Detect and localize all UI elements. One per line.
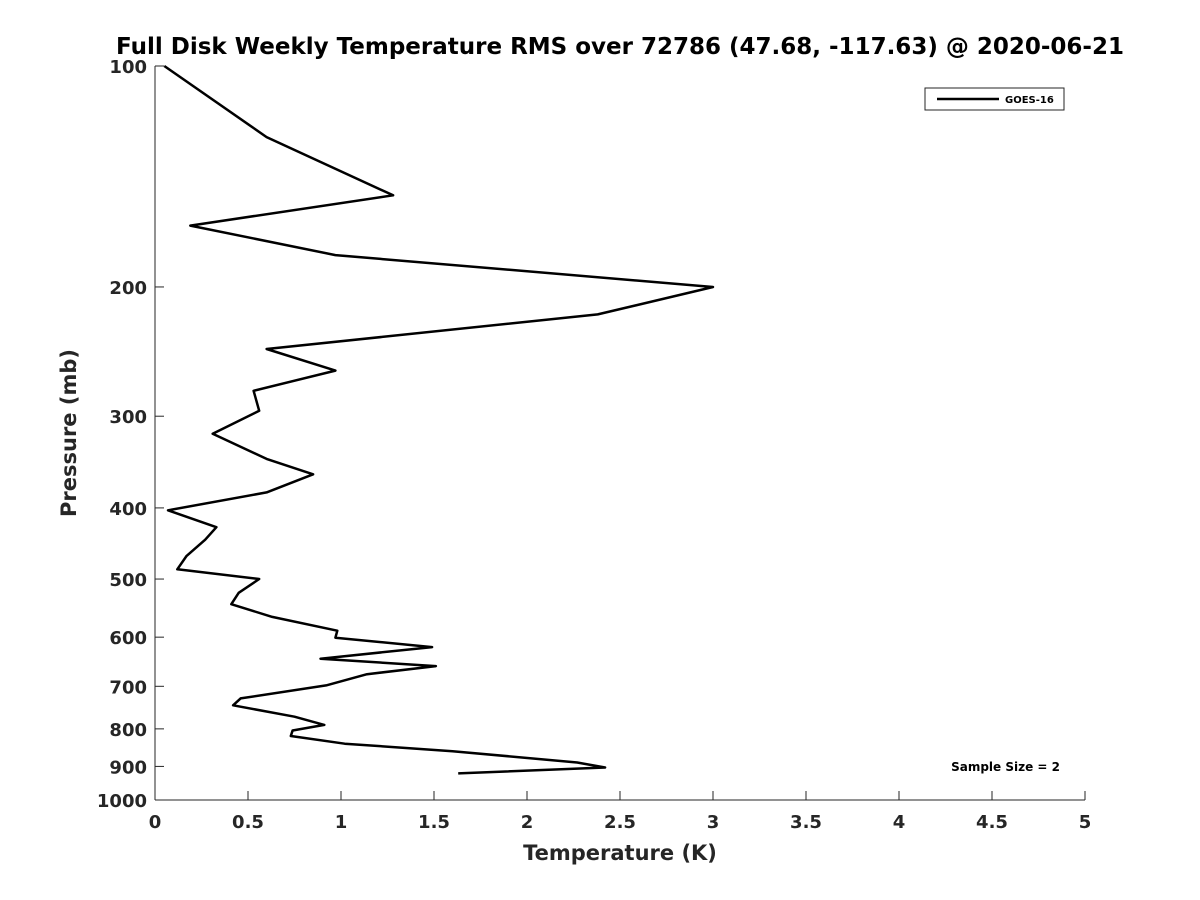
y-tick-label: 900	[109, 757, 147, 778]
x-axis-label: Temperature (K)	[523, 841, 717, 865]
x-ticks: 0 0.5 1 1.5 2 2.5 3 3.5 4 4.5 5	[149, 791, 1092, 833]
y-tick-label: 1000	[97, 791, 147, 812]
x-tick-label: 0.5	[232, 812, 264, 833]
x-tick-label: 1	[335, 812, 348, 833]
sample-size-annotation: Sample Size = 2	[951, 760, 1060, 774]
legend: GOES-16	[924, 87, 1065, 111]
y-tick-label: 200	[109, 278, 147, 299]
x-tick-label: 5	[1079, 812, 1092, 833]
x-tick-label: 4.5	[976, 812, 1008, 833]
y-tick-label: 400	[109, 499, 147, 520]
x-tick-label: 0	[149, 812, 162, 833]
x-tick-label: 2	[521, 812, 534, 833]
y-tick-label: 800	[109, 720, 147, 741]
series-line-goes-16	[163, 64, 715, 775]
y-tick-label: 300	[109, 407, 147, 428]
x-tick-label: 3.5	[790, 812, 822, 833]
x-tick-label: 2.5	[604, 812, 636, 833]
x-tick-label: 1.5	[418, 812, 450, 833]
y-tick-label: 100	[109, 57, 147, 78]
x-tick-label: 3	[707, 812, 720, 833]
y-axis-label: Pressure (mb)	[57, 349, 81, 517]
chart-title: Full Disk Weekly Temperature RMS over 72…	[116, 34, 1124, 60]
legend-label-goes-16: GOES-16	[1005, 95, 1054, 106]
y-tick-label: 500	[109, 570, 147, 591]
x-tick-label: 4	[893, 812, 906, 833]
series-layer	[163, 64, 715, 775]
y-ticks: 100 200 300 400 500 600 700 800 900 1000	[97, 57, 164, 812]
y-tick-label: 600	[109, 628, 147, 649]
y-tick-label: 700	[109, 677, 147, 698]
